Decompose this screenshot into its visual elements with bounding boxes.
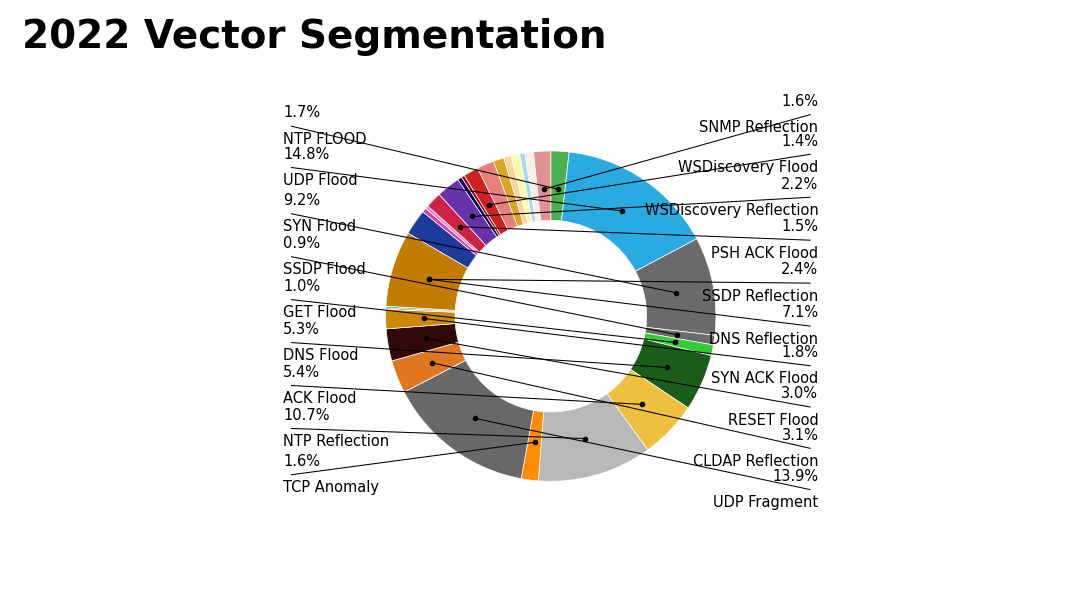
Text: 1.4%: 1.4% [782, 134, 819, 148]
Wedge shape [503, 156, 528, 224]
Wedge shape [635, 239, 716, 336]
Text: DNS Flood: DNS Flood [283, 348, 359, 364]
Wedge shape [458, 177, 499, 237]
Wedge shape [519, 153, 536, 222]
Text: NTP FLOOD: NTP FLOOD [283, 132, 367, 147]
Wedge shape [392, 342, 465, 392]
Wedge shape [386, 306, 455, 311]
Text: 10.7%: 10.7% [283, 408, 329, 423]
Text: 1.8%: 1.8% [782, 345, 819, 360]
Text: WSDiscovery Flood: WSDiscovery Flood [678, 160, 819, 175]
Wedge shape [386, 308, 455, 313]
Wedge shape [387, 323, 459, 361]
Wedge shape [494, 158, 524, 226]
Text: 1.7%: 1.7% [283, 106, 321, 120]
Wedge shape [645, 327, 715, 345]
Wedge shape [428, 195, 486, 252]
Wedge shape [408, 212, 476, 268]
Text: 5.3%: 5.3% [283, 322, 320, 337]
Wedge shape [404, 360, 534, 478]
Text: 7.1%: 7.1% [781, 305, 819, 320]
Text: ACK Flood: ACK Flood [283, 392, 356, 406]
Wedge shape [522, 410, 543, 481]
Text: 1.6%: 1.6% [782, 94, 819, 109]
Wedge shape [423, 209, 478, 255]
Text: SSDP Flood: SSDP Flood [283, 263, 366, 277]
Text: 5.4%: 5.4% [283, 365, 320, 380]
Text: PSH ACK Flood: PSH ACK Flood [712, 246, 819, 261]
Wedge shape [461, 176, 501, 235]
Text: SYN ACK Flood: SYN ACK Flood [711, 371, 819, 387]
Wedge shape [538, 394, 648, 482]
Text: 3.0%: 3.0% [782, 386, 819, 401]
Wedge shape [464, 168, 509, 235]
Wedge shape [440, 179, 497, 246]
Text: 9.2%: 9.2% [283, 193, 321, 208]
Wedge shape [511, 154, 532, 223]
Wedge shape [562, 152, 697, 271]
Wedge shape [631, 339, 712, 408]
Text: CLDAP Reflection: CLDAP Reflection [693, 454, 819, 469]
Wedge shape [551, 151, 569, 221]
Wedge shape [477, 161, 517, 230]
Wedge shape [386, 309, 456, 329]
Text: SSDP Reflection: SSDP Reflection [702, 289, 819, 304]
Text: DNS Reflection: DNS Reflection [710, 332, 819, 347]
Text: NTP Reflection: NTP Reflection [283, 434, 389, 449]
Text: WSDiscovery Reflection: WSDiscovery Reflection [645, 203, 819, 218]
Text: RESET Flood: RESET Flood [728, 413, 819, 427]
Text: SYN Flood: SYN Flood [283, 219, 356, 235]
Text: 2022 Vector Segmentation: 2022 Vector Segmentation [22, 18, 606, 57]
Text: GET Flood: GET Flood [283, 305, 356, 320]
Text: 14.8%: 14.8% [283, 147, 329, 162]
Wedge shape [525, 152, 541, 221]
Wedge shape [607, 370, 688, 450]
Text: SNMP Reflection: SNMP Reflection [700, 120, 819, 136]
Text: UDP Flood: UDP Flood [283, 173, 357, 188]
Text: 2.4%: 2.4% [781, 263, 819, 277]
Text: 1.6%: 1.6% [283, 454, 320, 469]
Text: 1.0%: 1.0% [283, 279, 321, 294]
Text: 13.9%: 13.9% [772, 469, 819, 484]
Text: 2.2%: 2.2% [781, 176, 819, 192]
Text: TCP Anomaly: TCP Anomaly [283, 480, 379, 496]
Text: 0.9%: 0.9% [283, 236, 321, 251]
Wedge shape [534, 151, 551, 221]
Wedge shape [386, 233, 468, 310]
Text: 1.5%: 1.5% [782, 219, 819, 235]
Text: UDP Fragment: UDP Fragment [713, 496, 819, 510]
Text: 3.1%: 3.1% [782, 427, 819, 443]
Wedge shape [426, 206, 480, 254]
Wedge shape [644, 333, 714, 356]
